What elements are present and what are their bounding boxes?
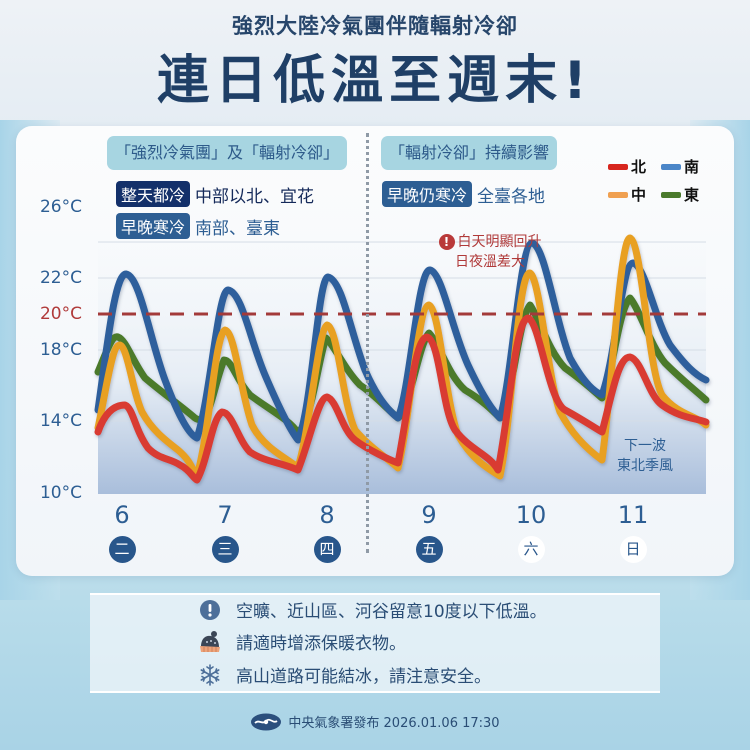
legend-item-south: 南 — [661, 156, 699, 177]
weekday-badge: 五 — [415, 536, 443, 563]
legend-item-central: 中 — [608, 184, 646, 205]
x-tick-day-11: 11 日 — [613, 501, 653, 563]
series-south-line — [94, 239, 710, 444]
tip-road-ice: 高山道路可能結冰，請注意安全。 — [198, 662, 491, 687]
tip-low-temp: 空曠、近山區、河谷留意10度以下低溫。 — [198, 597, 547, 622]
day-number: 10 — [515, 501, 547, 529]
legend-swatch — [608, 163, 628, 170]
annotation-warm-day: ! 白天明顯回升 日夜溫差大 — [400, 232, 580, 272]
annotation-text: 東北季風 — [617, 458, 673, 474]
legend-swatch — [661, 163, 681, 170]
legend-label: 中 — [631, 186, 647, 204]
tag-all-day-cold: 整天都冷 — [116, 181, 191, 207]
x-tick-day-9: 9 五 — [409, 501, 449, 563]
tag-morning-evening-cold: 早晚寒冷 — [116, 213, 191, 239]
weekday-badge: 三 — [211, 536, 239, 563]
day-number: 11 — [617, 501, 649, 529]
x-tick-day-8: 8 四 — [307, 501, 347, 563]
tag-row-still-cold: 早晚仍寒冷 全臺各地 — [382, 181, 545, 207]
y-tick-18: 18°C — [39, 340, 82, 360]
section-label-right: 「輻射冷卻」持續影響 — [381, 136, 558, 170]
legend-swatch — [608, 191, 628, 198]
tip-text: 請適時增添保暖衣物。 — [236, 634, 406, 654]
tip-warm-clothes: 請適時增添保暖衣物。 — [198, 629, 406, 654]
tag-row-morning-evening-cold: 早晚寒冷 南部、臺東 — [116, 213, 280, 239]
region-text: 全臺各地 — [477, 186, 546, 207]
footer: 中央氣象署發布 2026.01.06 17:30 — [0, 712, 750, 731]
tip-text: 空曠、近山區、河谷留意10度以下低溫。 — [236, 602, 547, 622]
annotation-text: 日夜溫差大 — [455, 254, 525, 270]
annotation-next-monsoon: 下一波 東北季風 — [617, 436, 673, 476]
y-tick-10: 10°C — [39, 483, 82, 503]
beanie-icon — [198, 630, 222, 654]
y-tick-20: 20°C — [39, 304, 82, 324]
tip-text: 高山道路可能結冰，請注意安全。 — [236, 667, 491, 687]
legend-item-north: 北 — [608, 156, 646, 177]
y-tick-26: 26°C — [39, 197, 82, 217]
legend-swatch — [661, 191, 681, 198]
section-label-left: 「強烈冷氣團」及「輻射冷卻」 — [107, 136, 348, 170]
legend-label: 南 — [684, 158, 700, 176]
weekday-badge: 六 — [517, 536, 545, 563]
legend-label: 東 — [684, 186, 700, 204]
weekday-badge: 二 — [108, 536, 136, 563]
page-title: 連日低溫至週末! — [157, 51, 593, 111]
subtitle: 強烈大陸冷氣團伴隨輻射冷卻 — [232, 14, 518, 38]
day-number: 9 — [421, 501, 437, 529]
weekday-badge: 四 — [313, 536, 341, 563]
period-divider — [366, 133, 369, 553]
snowflake-icon — [198, 663, 222, 687]
x-tick-day-7: 7 三 — [205, 501, 245, 563]
publisher-timestamp: 中央氣象署發布 2026.01.06 17:30 — [288, 716, 500, 731]
legend-item-east: 東 — [661, 184, 699, 205]
safety-tips-panel — [90, 593, 660, 693]
annotation-text: 下一波 — [624, 438, 666, 454]
day-number: 6 — [114, 501, 130, 529]
cwa-logo — [251, 713, 282, 730]
y-tick-22: 22°C — [39, 268, 82, 288]
legend-label: 北 — [631, 158, 647, 176]
alert-icon: ! — [438, 234, 455, 250]
y-tick-14: 14°C — [39, 411, 82, 431]
x-tick-day-6: 6 二 — [102, 501, 142, 563]
weekday-badge: 日 — [619, 536, 647, 563]
day-number: 8 — [319, 501, 335, 529]
annotation-text: 白天明顯回升 — [457, 234, 542, 250]
series-north-line — [94, 314, 710, 484]
x-tick-day-10: 10 六 — [511, 501, 551, 563]
region-text: 南部、臺東 — [195, 218, 281, 239]
region-text: 中部以北、宜花 — [195, 186, 315, 207]
tag-still-cold: 早晚仍寒冷 — [382, 181, 473, 207]
day-number: 7 — [217, 501, 233, 529]
alert-icon — [198, 598, 222, 622]
tag-row-all-day-cold: 整天都冷 中部以北、宜花 — [116, 181, 314, 207]
